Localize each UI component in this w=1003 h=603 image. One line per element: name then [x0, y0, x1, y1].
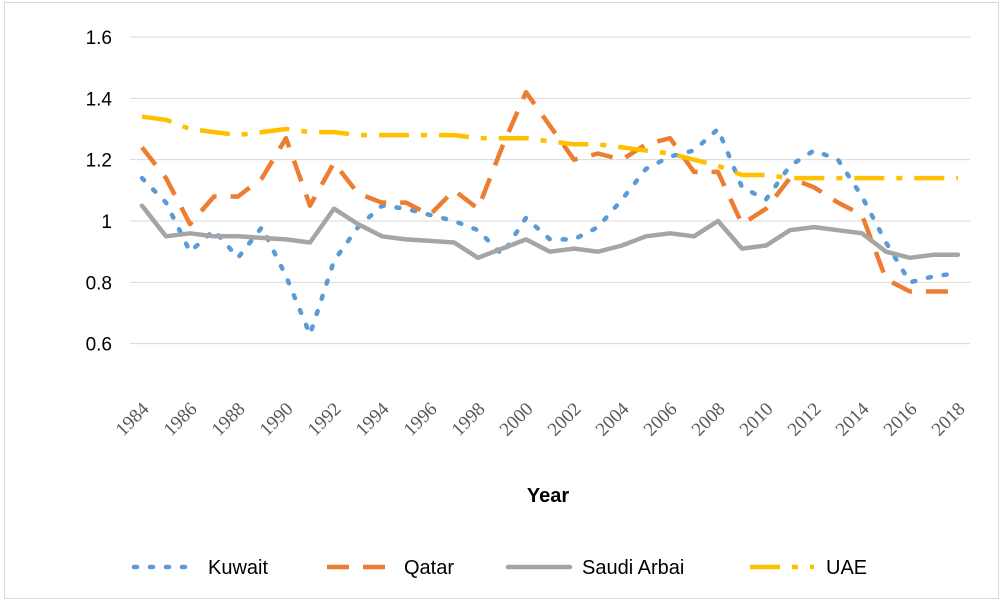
legend-label: Qatar — [404, 557, 454, 579]
plot-mask — [60, 397, 990, 427]
axis-cutoff-mask — [60, 397, 990, 427]
series-line-qatar — [140, 89, 958, 294]
series-line-saudi-arbai — [139, 203, 961, 261]
legend-label: UAE — [826, 557, 867, 579]
y-tick-label: 1.6 — [86, 28, 112, 49]
y-axis-ticks: 0.40.60.811.21.41.6 — [86, 28, 113, 417]
legend-label: Saudi Arbai — [582, 557, 684, 579]
grid-lines — [130, 36, 970, 345]
y-tick-label: 0.6 — [86, 335, 112, 356]
y-tick-label: 1 — [101, 212, 112, 233]
series-line-kuwait — [139, 126, 961, 337]
legend-label: Kuwait — [208, 557, 268, 579]
y-tick-label: 0.8 — [86, 273, 112, 294]
y-tick-label: 1.4 — [86, 89, 113, 110]
series-line-uae — [141, 114, 958, 181]
series-lines — [139, 89, 961, 337]
x-axis-label: Year — [527, 485, 569, 507]
y-tick-label: 1.2 — [86, 151, 112, 172]
legend: Kuwait Qatar Saudi Arbai UAE — [131, 557, 867, 579]
chart-frame — [4, 2, 999, 599]
